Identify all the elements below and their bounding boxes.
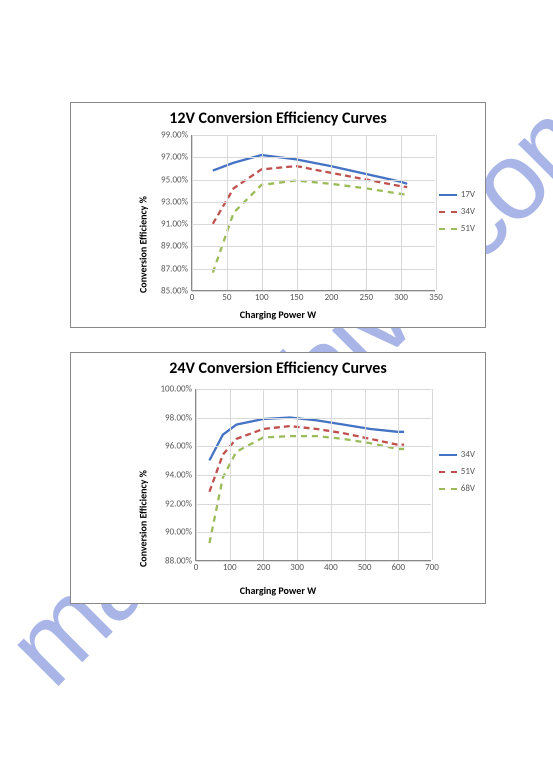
ytick-label: 97.00% — [161, 152, 188, 163]
legend-swatch — [439, 194, 457, 196]
chart-12v-lines — [192, 135, 435, 290]
chart-12v: 12V Conversion Efficiency Curves Convers… — [70, 102, 486, 328]
ytick-label: 90.00% — [165, 527, 192, 538]
chart-24v: 24V Conversion Efficiency Curves Convers… — [70, 352, 486, 604]
gridline-h — [196, 446, 431, 447]
ytick-label: 92.00% — [165, 498, 192, 509]
gridline-v — [365, 389, 366, 560]
gridline-h — [192, 246, 435, 247]
xtick-label: 0 — [190, 292, 195, 303]
gridline-v — [230, 389, 231, 560]
ytick-label: 91.00% — [161, 219, 188, 230]
legend-item: 68V — [439, 483, 475, 494]
chart-24v-title: 24V Conversion Efficiency Curves — [71, 359, 485, 378]
gridline-v — [196, 389, 197, 560]
gridline-h — [192, 202, 435, 203]
xtick-label: 300 — [394, 292, 408, 303]
gridline-h — [196, 418, 431, 419]
ytick-label: 88.00% — [165, 556, 192, 567]
legend-label: 51V — [461, 223, 475, 234]
xtick-label: 0 — [194, 562, 199, 573]
gridline-h — [192, 224, 435, 225]
legend-swatch — [439, 471, 457, 473]
gridline-h — [196, 532, 431, 533]
legend-label: 68V — [461, 483, 475, 494]
xtick-label: 100 — [255, 292, 269, 303]
legend-swatch — [439, 228, 457, 230]
legend-swatch — [439, 211, 457, 213]
ytick-label: 94.00% — [165, 470, 192, 481]
gridline-v — [432, 389, 433, 560]
legend-label: 34V — [461, 206, 475, 217]
legend-item: 51V — [439, 466, 475, 477]
ytick-label: 93.00% — [161, 196, 188, 207]
legend-item: 17V — [439, 189, 475, 200]
legend-item: 34V — [439, 449, 475, 460]
chart-12v-title: 12V Conversion Efficiency Curves — [71, 109, 485, 128]
xtick-label: 250 — [359, 292, 373, 303]
xtick-label: 100 — [223, 562, 237, 573]
legend-item: 34V — [439, 206, 475, 217]
legend-item: 51V — [439, 223, 475, 234]
xtick-label: 200 — [257, 562, 271, 573]
gridline-v — [366, 135, 367, 290]
series-line — [213, 166, 407, 224]
chart-24v-plot: 88.00%90.00%92.00%94.00%96.00%98.00%100.… — [195, 389, 431, 561]
chart-12v-xlabel: Charging Power W — [71, 308, 485, 321]
gridline-v — [398, 389, 399, 560]
xtick-label: 500 — [358, 562, 372, 573]
chart-24v-ylabel: Conversion Efficiency % — [137, 395, 150, 567]
xtick-label: 350 — [429, 292, 443, 303]
gridline-h — [196, 504, 431, 505]
gridline-v — [331, 389, 332, 560]
legend-label: 17V — [461, 189, 475, 200]
ytick-label: 87.00% — [161, 263, 188, 274]
gridline-v — [297, 135, 298, 290]
gridline-v — [263, 389, 264, 560]
chart-24v-legend: 34V 51V 68V — [439, 449, 475, 500]
legend-label: 51V — [461, 466, 475, 477]
series-line — [213, 181, 407, 273]
ytick-label: 98.00% — [165, 412, 192, 423]
series-line — [209, 436, 404, 543]
chart-12v-legend: 17V 34V 51V — [439, 189, 475, 240]
xtick-label: 50 — [222, 292, 231, 303]
gridline-h — [192, 135, 435, 136]
legend-label: 34V — [461, 449, 475, 460]
gridline-v — [401, 135, 402, 290]
gridline-h — [196, 475, 431, 476]
gridline-h — [196, 389, 431, 390]
gridline-v — [331, 135, 332, 290]
xtick-label: 200 — [325, 292, 339, 303]
ytick-label: 99.00% — [161, 130, 188, 141]
chart-12v-plot: 85.00%87.00%89.00%91.00%93.00%95.00%97.0… — [191, 135, 435, 291]
legend-swatch — [439, 488, 457, 490]
ytick-label: 100.00% — [160, 384, 192, 395]
gridline-v — [192, 135, 193, 290]
xtick-label: 400 — [324, 562, 338, 573]
xtick-label: 300 — [290, 562, 304, 573]
xtick-label: 150 — [290, 292, 304, 303]
gridline-h — [192, 157, 435, 158]
gridline-v — [436, 135, 437, 290]
gridline-v — [227, 135, 228, 290]
gridline-v — [297, 389, 298, 560]
ytick-label: 85.00% — [161, 286, 188, 297]
gridline-h — [192, 269, 435, 270]
xtick-label: 600 — [391, 562, 405, 573]
gridline-h — [192, 180, 435, 181]
chart-12v-ylabel: Conversion Efficiency % — [137, 137, 150, 293]
chart-24v-xlabel: Charging Power W — [71, 584, 485, 597]
legend-swatch — [439, 454, 457, 456]
gridline-v — [262, 135, 263, 290]
ytick-label: 96.00% — [165, 441, 192, 452]
xtick-label: 700 — [425, 562, 439, 573]
ytick-label: 89.00% — [161, 241, 188, 252]
ytick-label: 95.00% — [161, 174, 188, 185]
